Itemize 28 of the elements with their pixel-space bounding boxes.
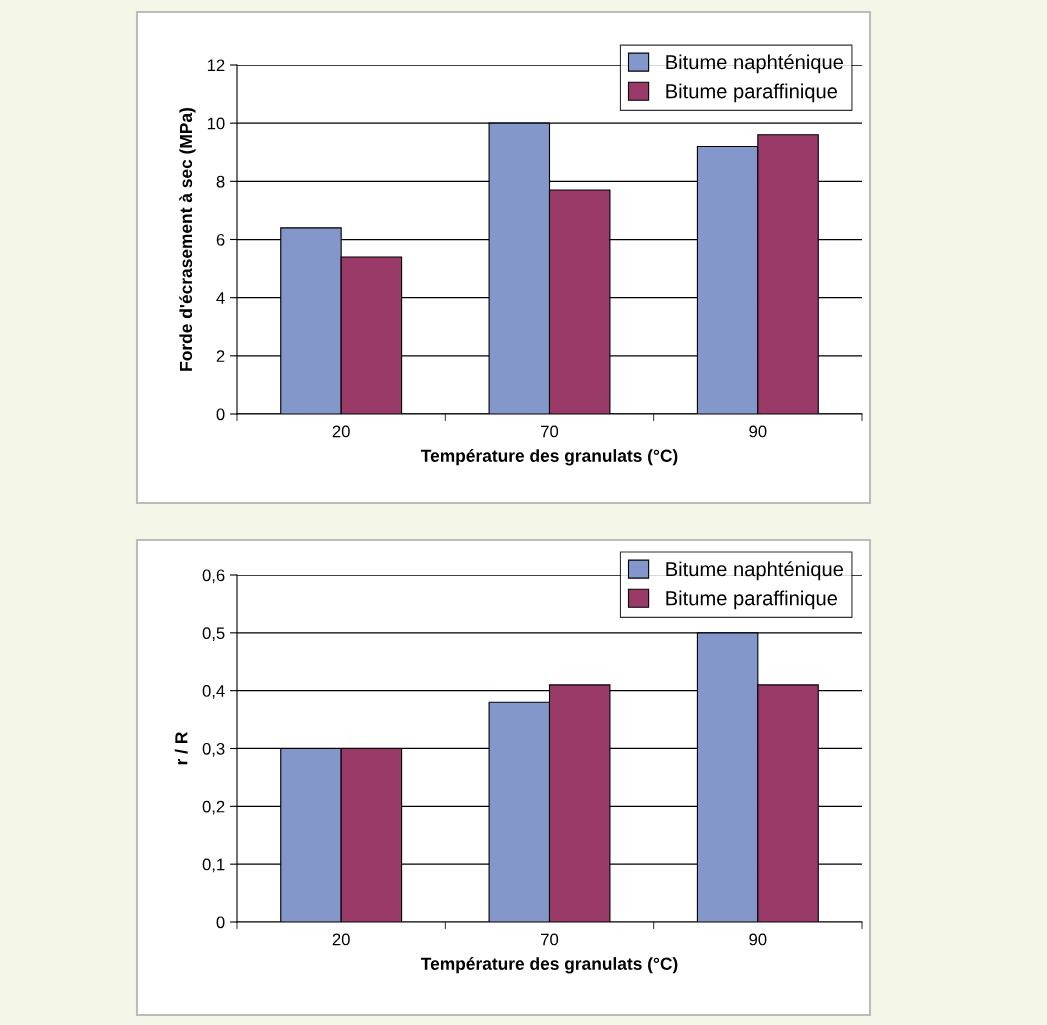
y-tick-label: 12	[207, 59, 225, 72]
y-tick-label: 10	[207, 117, 225, 130]
x-tick-label: 90	[749, 933, 767, 946]
y-tick-label: 4	[216, 292, 225, 304]
y-tick-label: 0	[216, 916, 225, 929]
y-tick-label: 0,1	[202, 858, 225, 873]
y-axis-title: Forde d'écrasement à sec (MPa)	[179, 108, 196, 371]
legend-label: Bitume paraffinique	[666, 83, 838, 103]
x-tick-label: 70	[541, 425, 559, 438]
y-axis-title: r / R	[174, 731, 188, 765]
x-tick-label: 90	[749, 425, 767, 438]
y-tick-label: 0,2	[202, 800, 225, 815]
legend-label: Bitume paraffinique	[666, 590, 838, 610]
x-axis-title: Température des granulats (°C)	[420, 448, 678, 466]
y-tick-label: 0,4	[202, 685, 225, 699]
y-tick-label: 2	[216, 350, 225, 362]
y-tick-label: 0,6	[202, 569, 225, 584]
x-tick-label: 70	[541, 933, 559, 946]
y-tick-label: 6	[216, 233, 225, 246]
y-tick-label: 8	[216, 175, 225, 188]
x-tick-label: 20	[332, 425, 350, 438]
y-tick-label: 0,3	[202, 742, 225, 757]
x-tick-label: 20	[332, 933, 350, 946]
x-axis-title: Température des granulats (°C)	[420, 956, 678, 974]
y-tick-label: 0,5	[202, 627, 225, 642]
legend-label: Bitume naphténique	[666, 54, 843, 74]
legend-label: Bitume naphténique	[666, 561, 843, 581]
y-tick-label: 0	[216, 408, 225, 421]
